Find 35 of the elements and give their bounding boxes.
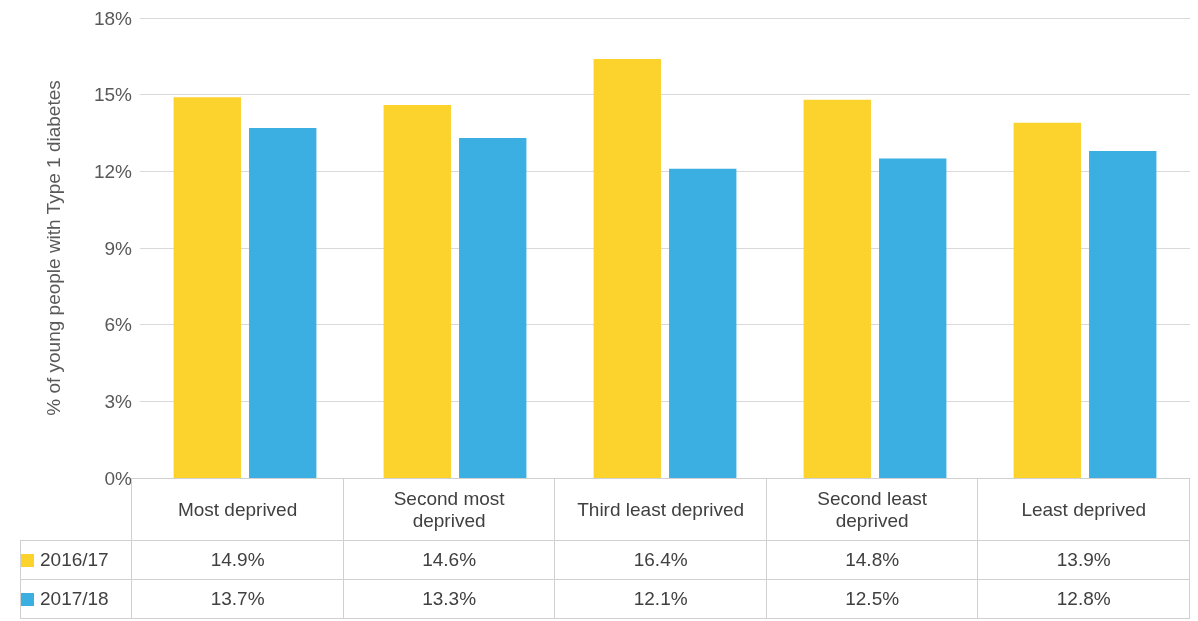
data-label: 12.5% [766, 579, 978, 619]
legend-label: 2017/18 [20, 579, 132, 619]
x-tick-label: Second most deprived [343, 478, 555, 541]
y-tick-label: 15% [93, 84, 133, 106]
bar [383, 104, 451, 478]
data-label: 14.8% [766, 540, 978, 580]
data-label: 16.4% [554, 540, 767, 580]
x-tick-label: Least deprived [977, 478, 1190, 541]
data-label: 13.9% [977, 540, 1190, 580]
bar [173, 97, 241, 478]
bar [593, 58, 661, 478]
y-tick-label: 9% [104, 237, 133, 259]
y-axis-title: % of young people with Type 1 diabetes [42, 80, 64, 416]
y-tick-label: 12% [93, 160, 133, 182]
y-tick-label: 6% [104, 314, 133, 336]
bar [249, 127, 317, 478]
bar [1013, 122, 1081, 478]
data-label: 13.7% [131, 579, 344, 619]
y-tick-label: 0% [104, 467, 133, 489]
data-label: 12.8% [977, 579, 1190, 619]
bar [803, 99, 871, 478]
bar [1089, 150, 1157, 478]
data-label: 12.1% [554, 579, 767, 619]
x-tick-label: Most deprived [131, 478, 344, 541]
data-label: 14.9% [131, 540, 344, 580]
y-tick-label: 3% [104, 390, 133, 412]
legend-label: 2016/17 [20, 540, 132, 580]
bar [459, 138, 527, 478]
y-tick-label: 18% [93, 7, 133, 29]
data-label: 13.3% [343, 579, 555, 619]
bar [669, 168, 737, 478]
x-tick-label: Second least deprived [766, 478, 978, 541]
data-label: 14.6% [343, 540, 555, 580]
x-tick-label: Third least deprived [554, 478, 767, 541]
bar [879, 158, 947, 478]
